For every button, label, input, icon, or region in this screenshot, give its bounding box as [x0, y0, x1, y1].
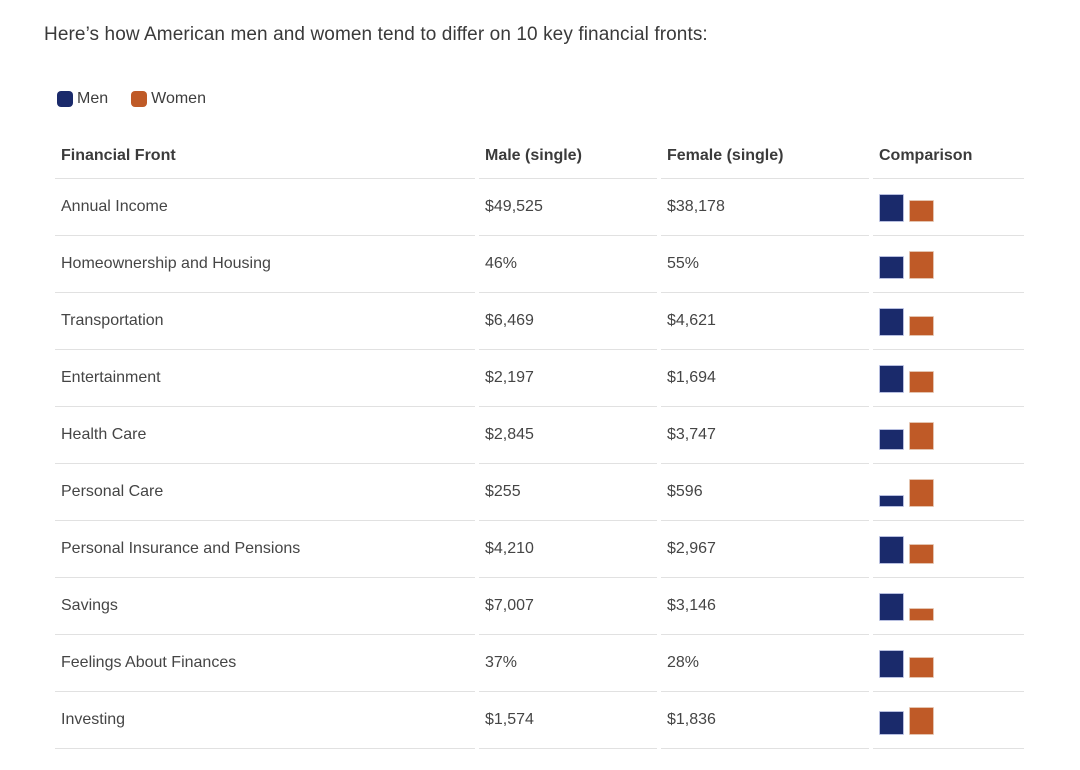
- women-bar: [909, 316, 934, 336]
- men-bar: [879, 711, 904, 735]
- men-swatch: [57, 91, 73, 107]
- cell-financial-front: Savings: [55, 578, 475, 635]
- men-bar: [879, 429, 904, 450]
- header-male-single: Male (single): [479, 134, 657, 179]
- table-row: Annual Income $49,525 $38,178: [55, 179, 1024, 236]
- cell-male-value: $4,210: [479, 521, 657, 578]
- comparison-table: Financial Front Male (single) Female (si…: [51, 134, 1028, 749]
- legend-item-men: Men: [57, 90, 108, 108]
- cell-male-value: $49,525: [479, 179, 657, 236]
- comparison-bars: [879, 593, 1024, 621]
- legend-men-label: Men: [77, 90, 109, 107]
- men-bar: [879, 536, 904, 564]
- cell-male-value: $255: [479, 464, 657, 521]
- cell-financial-front: Entertainment: [55, 350, 475, 407]
- header-comparison: Comparison: [873, 134, 1024, 179]
- cell-female-value: $1,694: [661, 350, 869, 407]
- table-row: Personal Care $255 $596: [55, 464, 1024, 521]
- cell-female-value: 55%: [661, 236, 869, 293]
- comparison-bars: [879, 365, 1024, 393]
- cell-comparison: [873, 521, 1024, 578]
- women-bar: [909, 251, 934, 279]
- table-row: Feelings About Finances 37% 28%: [55, 635, 1024, 692]
- cell-female-value: $3,146: [661, 578, 869, 635]
- cell-comparison: [873, 464, 1024, 521]
- cell-comparison: [873, 692, 1024, 749]
- page-title: Here’s how American men and women tend t…: [44, 24, 708, 45]
- legend-item-women: Women: [131, 90, 206, 108]
- table-row: Savings $7,007 $3,146: [55, 578, 1024, 635]
- men-bar: [879, 365, 904, 393]
- cell-male-value: $7,007: [479, 578, 657, 635]
- men-bar: [879, 308, 904, 336]
- legend: Men Women: [57, 90, 1036, 108]
- cell-male-value: 37%: [479, 635, 657, 692]
- cell-comparison: [873, 578, 1024, 635]
- table-row: Personal Insurance and Pensions $4,210 $…: [55, 521, 1024, 578]
- table-body: Annual Income $49,525 $38,178 Homeowners…: [55, 179, 1024, 749]
- women-bar: [909, 707, 934, 735]
- women-bar: [909, 657, 934, 678]
- cell-female-value: $596: [661, 464, 869, 521]
- table-row: Transportation $6,469 $4,621: [55, 293, 1024, 350]
- cell-female-value: $3,747: [661, 407, 869, 464]
- table-row: Homeownership and Housing 46% 55%: [55, 236, 1024, 293]
- women-bar: [909, 608, 934, 621]
- comparison-bars: [879, 308, 1024, 336]
- men-bar: [879, 495, 904, 507]
- table-header: Financial Front Male (single) Female (si…: [55, 134, 1024, 179]
- women-bar: [909, 479, 934, 507]
- legend-women-label: Women: [151, 90, 206, 107]
- cell-comparison: [873, 179, 1024, 236]
- cell-male-value: $6,469: [479, 293, 657, 350]
- cell-comparison: [873, 236, 1024, 293]
- comparison-bars: [879, 536, 1024, 564]
- cell-financial-front: Homeownership and Housing: [55, 236, 475, 293]
- cell-female-value: 28%: [661, 635, 869, 692]
- comparison-bars: [879, 251, 1024, 279]
- comparison-bars: [879, 650, 1024, 678]
- header-financial-front: Financial Front: [55, 134, 475, 179]
- table-row: Health Care $2,845 $3,747: [55, 407, 1024, 464]
- men-bar: [879, 256, 904, 279]
- women-bar: [909, 200, 934, 222]
- cell-male-value: $2,845: [479, 407, 657, 464]
- comparison-bars: [879, 707, 1024, 735]
- cell-financial-front: Feelings About Finances: [55, 635, 475, 692]
- cell-male-value: 46%: [479, 236, 657, 293]
- cell-comparison: [873, 407, 1024, 464]
- cell-male-value: $2,197: [479, 350, 657, 407]
- cell-financial-front: Personal Insurance and Pensions: [55, 521, 475, 578]
- cell-female-value: $1,836: [661, 692, 869, 749]
- women-swatch: [131, 91, 148, 107]
- table-header-row: Financial Front Male (single) Female (si…: [55, 134, 1024, 179]
- women-bar: [909, 371, 934, 393]
- women-bar: [909, 422, 934, 450]
- comparison-bars: [879, 194, 1024, 222]
- men-bar: [879, 593, 904, 621]
- cell-financial-front: Health Care: [55, 407, 475, 464]
- cell-female-value: $2,967: [661, 521, 869, 578]
- cell-financial-front: Transportation: [55, 293, 475, 350]
- cell-financial-front: Annual Income: [55, 179, 475, 236]
- table-row: Investing $1,574 $1,836: [55, 692, 1024, 749]
- women-bar: [909, 544, 934, 564]
- cell-female-value: $4,621: [661, 293, 869, 350]
- cell-financial-front: Personal Care: [55, 464, 475, 521]
- cell-financial-front: Investing: [55, 692, 475, 749]
- cell-male-value: $1,574: [479, 692, 657, 749]
- comparison-bars: [879, 479, 1024, 507]
- men-bar: [879, 194, 904, 222]
- cell-female-value: $38,178: [661, 179, 869, 236]
- men-bar: [879, 650, 904, 678]
- header-female-single: Female (single): [661, 134, 869, 179]
- comparison-bars: [879, 422, 1024, 450]
- cell-comparison: [873, 293, 1024, 350]
- table-row: Entertainment $2,197 $1,694: [55, 350, 1024, 407]
- cell-comparison: [873, 635, 1024, 692]
- cell-comparison: [873, 350, 1024, 407]
